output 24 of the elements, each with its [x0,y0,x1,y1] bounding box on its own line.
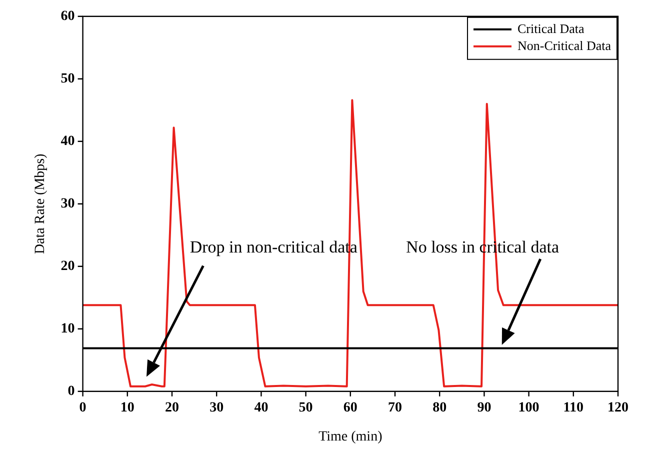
y-tick-label: 50 [60,72,75,87]
x-tick-label: 60 [343,400,358,416]
x-tick-label: 90 [477,400,492,416]
x-tick-label: 110 [563,400,584,416]
x-tick-label: 30 [210,400,224,416]
y-tick-label: 40 [60,134,75,150]
x-tick-label: 10 [120,400,134,416]
x-tick-label: 40 [254,400,268,416]
y-axis-title: Data Rate (Mbps) [33,153,48,254]
y-tick-label: 20 [60,259,75,274]
y-tick-label: 0 [68,384,75,400]
y-tick-label: 30 [60,196,75,212]
x-tick-label: 50 [298,400,313,416]
x-axis-title: Time (min) [318,429,383,444]
x-tick-label: 70 [388,400,402,416]
y-tick-label: 60 [60,9,75,24]
legend-label: Critical Data [518,20,585,36]
y-tick-label: 10 [60,322,75,337]
x-tick-label: 0 [79,400,86,416]
legend-label: Non-Critical Data [518,38,612,53]
x-tick-label: 100 [518,400,540,416]
x-tick-label: 120 [608,400,628,416]
x-tick-label: 20 [165,400,179,416]
x-tick-label: 80 [432,400,447,416]
